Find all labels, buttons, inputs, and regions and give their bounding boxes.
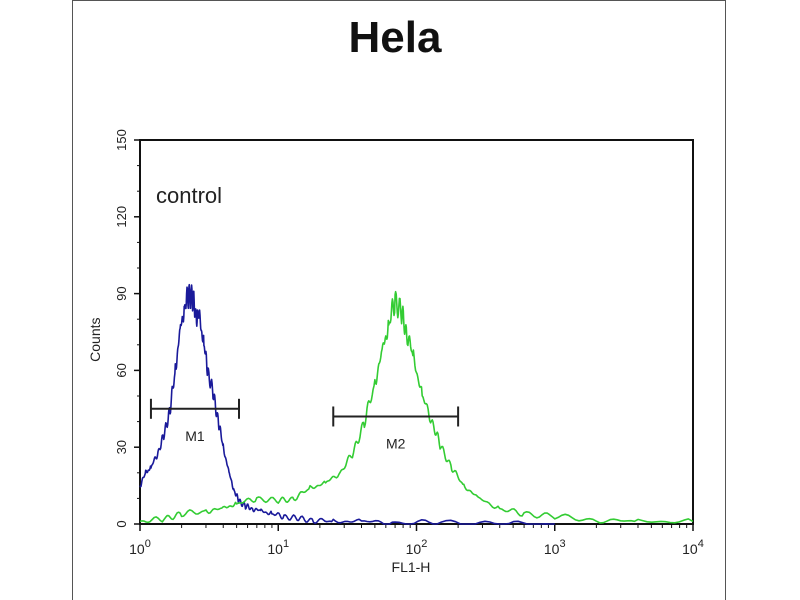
y-tick-label: 90 xyxy=(114,286,129,300)
x-tick-label: 103 xyxy=(544,538,566,557)
x-axis-label: FL1-H xyxy=(392,559,431,575)
marker-layer: M1 M2 xyxy=(149,398,460,451)
x-axis: 100 101 102 103 104 xyxy=(129,524,704,557)
x-tick-label: 104 xyxy=(682,538,704,557)
plot-area xyxy=(139,139,694,525)
y-axis-label: Counts xyxy=(87,318,103,362)
y-tick-label: 0 xyxy=(114,520,129,527)
x-tick-label: 101 xyxy=(267,538,289,557)
gate-marker-label: M2 xyxy=(386,435,406,451)
y-axis: 0 30 60 90 120 150 xyxy=(114,129,140,528)
histogram-series-line xyxy=(139,290,694,524)
y-tick-label: 150 xyxy=(114,129,129,151)
y-tick-label: 60 xyxy=(114,363,129,377)
x-tick-label: 102 xyxy=(406,538,428,557)
histogram-series-line xyxy=(139,283,555,525)
series-layer xyxy=(139,283,694,525)
control-annotation: control xyxy=(156,183,222,208)
gate-marker-label: M1 xyxy=(185,428,205,444)
y-tick-label: 30 xyxy=(114,440,129,454)
figure-frame xyxy=(72,0,726,600)
y-tick-label: 120 xyxy=(114,206,129,228)
chart-title: Hela xyxy=(349,13,442,62)
x-tick-label: 100 xyxy=(129,538,151,557)
